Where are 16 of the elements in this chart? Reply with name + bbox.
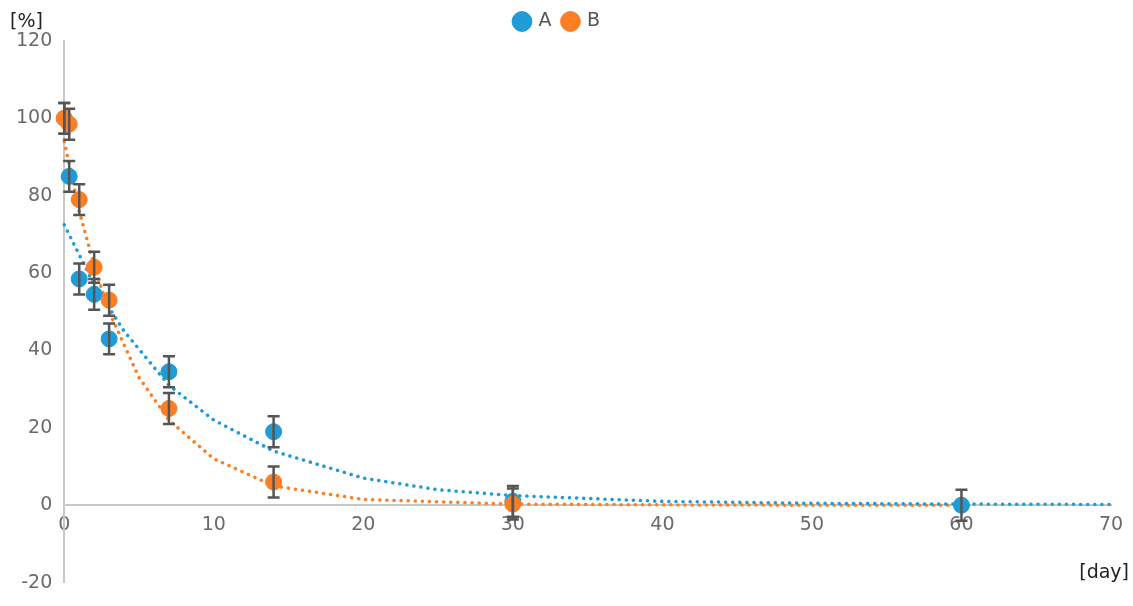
x-tick-label: 50 [799, 511, 825, 534]
legend-label: B [586, 8, 601, 31]
y-axis-title: [%] [10, 8, 43, 31]
y-tick-label: 60 [28, 260, 53, 283]
x-tick-label: 70 [1098, 511, 1124, 534]
y-tick-label: 100 [16, 105, 53, 128]
y-tick-label: -20 [21, 569, 53, 592]
x-axis-title: [day] [1079, 559, 1129, 582]
y-tick-label: 20 [28, 414, 53, 437]
legend-label: A [538, 8, 552, 31]
x-tick-label: 10 [201, 511, 226, 534]
y-tick-label: 40 [28, 337, 53, 360]
x-tick-label: 40 [650, 511, 675, 534]
y-tick-label: 0 [40, 492, 53, 515]
y-tick-label: 80 [28, 182, 53, 205]
x-tick-label: 20 [351, 511, 376, 534]
